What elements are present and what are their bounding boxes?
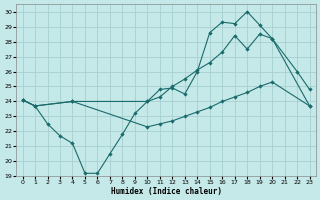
X-axis label: Humidex (Indice chaleur): Humidex (Indice chaleur) — [111, 187, 221, 196]
